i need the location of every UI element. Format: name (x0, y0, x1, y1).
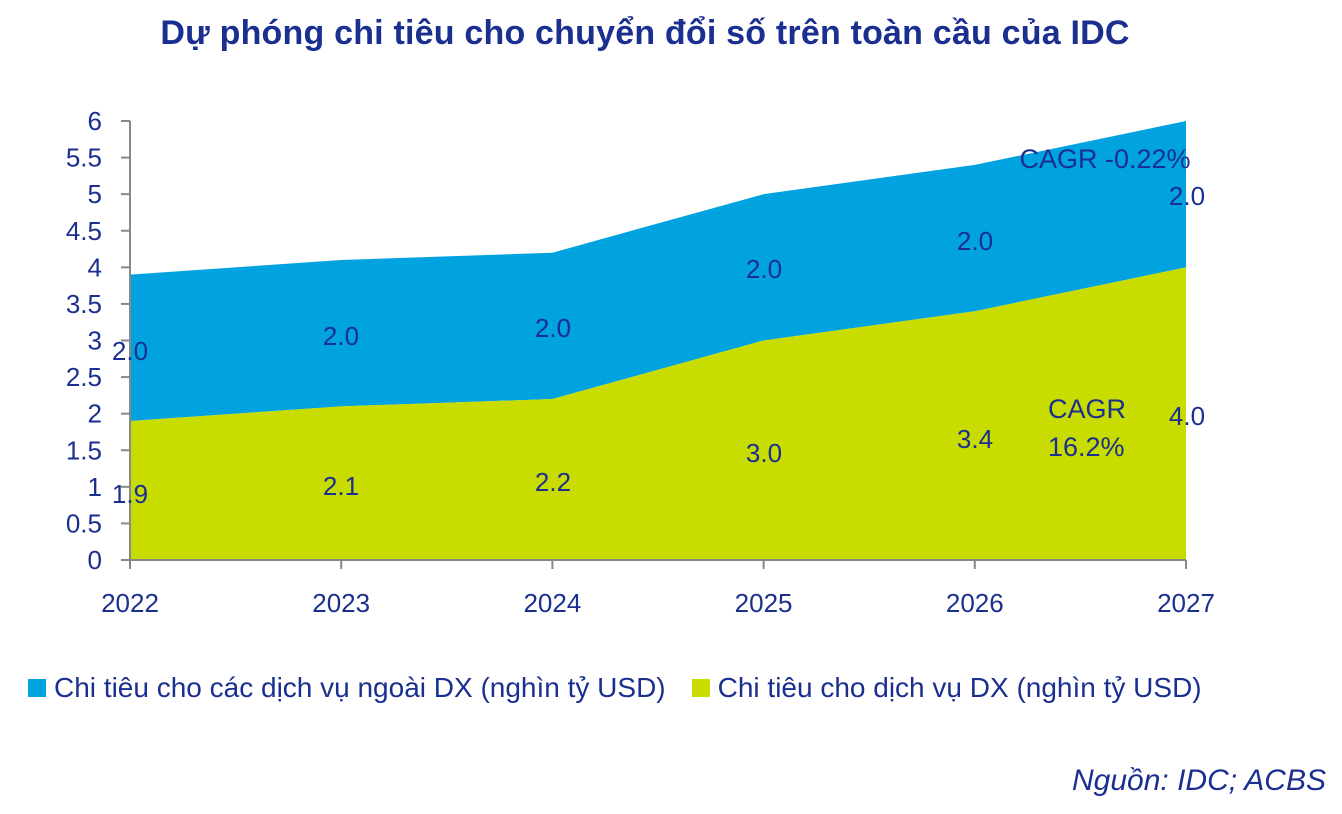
data-label-dx: 4.0 (1169, 401, 1205, 431)
annotation-cagr-non-dx: CAGR -0.22% (1019, 144, 1190, 174)
y-tick-label: 5 (88, 179, 102, 209)
y-tick-label: 1.5 (66, 435, 102, 465)
y-tick-label: 0.5 (66, 508, 102, 538)
chart-title: Dự phóng chi tiêu cho chuyển đổi số trên… (160, 14, 1130, 52)
y-tick-label: 2 (88, 399, 102, 429)
data-label-non-dx: 2.0 (112, 336, 148, 366)
data-label-dx: 2.1 (323, 471, 359, 501)
y-tick-label: 0 (88, 545, 102, 575)
series-area-dx (130, 267, 1186, 560)
x-tick-label: 2026 (946, 588, 1004, 618)
x-tick-label: 2024 (523, 588, 581, 618)
y-tick-label: 4 (88, 252, 102, 282)
x-tick-label: 2027 (1157, 588, 1215, 618)
x-tick-label: 2025 (735, 588, 793, 618)
source-note: Nguồn: IDC; ACBS (1072, 764, 1326, 797)
annotation-cagr-dx-label: CAGR (1048, 394, 1126, 424)
data-label-dx: 3.0 (746, 438, 782, 468)
data-label-dx: 2.2 (535, 467, 571, 497)
y-tick-label: 5.5 (66, 143, 102, 173)
legend-swatch-dx (691, 679, 710, 697)
y-tick-label: 1 (88, 472, 102, 502)
chart-legend: Chi tiêu cho các dịch vụ ngoài DX (nghìn… (28, 672, 1228, 704)
data-label-dx: 1.9 (112, 479, 148, 509)
data-label-non-dx: 2.0 (535, 313, 571, 343)
x-tick-label: 2023 (312, 588, 370, 618)
y-tick-label: 3.5 (66, 289, 102, 319)
data-label-non-dx: 2.0 (957, 226, 993, 256)
data-label-dx: 3.4 (957, 424, 993, 454)
annotation-cagr-dx-value: 16.2% (1048, 432, 1125, 462)
y-tick-label: 6 (88, 106, 102, 136)
legend-item-dx: Chi tiêu cho dịch vụ DX (nghìn tỷ USD) (691, 672, 1202, 704)
legend-swatch-non-dx (28, 679, 46, 697)
x-tick-label: 2022 (101, 588, 159, 618)
y-tick-label: 2.5 (66, 362, 102, 392)
data-label-non-dx: 2.0 (746, 254, 782, 284)
series-area-non-dx (130, 121, 1186, 421)
data-label-non-dx: 2.0 (323, 321, 359, 351)
legend-label-non-dx: Chi tiêu cho các dịch vụ ngoài DX (nghìn… (54, 672, 666, 703)
data-label-non-dx: 2.0 (1169, 181, 1205, 211)
y-tick-label: 4.5 (66, 216, 102, 246)
y-tick-label: 3 (88, 326, 102, 356)
legend-label-dx: Chi tiêu cho dịch vụ DX (nghìn tỷ USD) (717, 672, 1202, 703)
legend-item-non-dx: Chi tiêu cho các dịch vụ ngoài DX (nghìn… (28, 672, 666, 704)
